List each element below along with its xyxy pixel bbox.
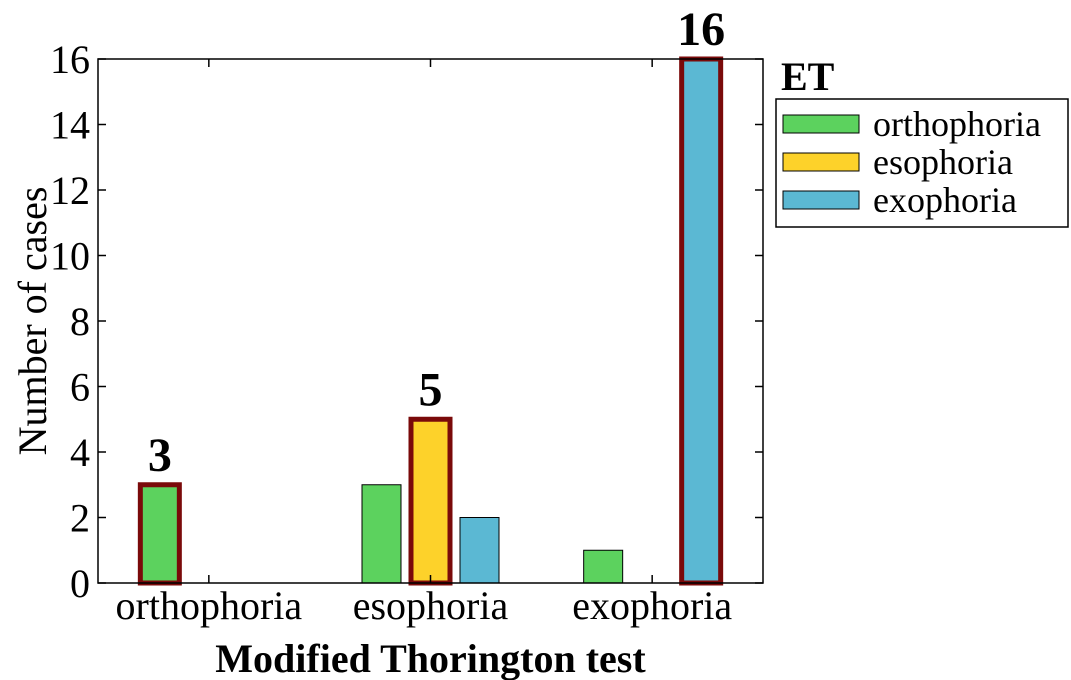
y-axis: 0 2 4 6 8 10 12 14 16	[50, 37, 763, 606]
legend-title: ET	[781, 54, 835, 99]
y-tick-label: 10	[50, 234, 90, 279]
x-tick-label-exophoria: exophoria	[572, 583, 732, 628]
y-tick-label: 14	[50, 103, 90, 148]
y-tick-label: 2	[70, 496, 90, 541]
legend-label-exophoria: exophoria	[873, 180, 1017, 220]
legend-label-orthophoria: orthophoria	[873, 104, 1041, 144]
bar-value-label-orthophoria: 3	[148, 429, 172, 482]
bar-exophoria-exophoria	[681, 58, 722, 584]
x-tick-label-esophoria: esophoria	[353, 583, 509, 628]
bar-esophoria-esophoria	[410, 418, 451, 584]
x-axis-label: Modified Thorington test	[215, 636, 646, 680]
bar-orthophoria-orthophoria	[139, 484, 180, 584]
bar-orthophoria-esophoria	[361, 484, 402, 584]
bar-exophoria-esophoria	[459, 517, 500, 584]
bar-value-label-exophoria: 16	[677, 3, 725, 56]
y-tick-label: 16	[50, 37, 90, 82]
y-tick-label: 4	[70, 430, 90, 475]
legend-label-esophoria: esophoria	[873, 142, 1013, 182]
bars-layer	[139, 58, 722, 584]
legend-swatch-orthophoria	[782, 114, 860, 134]
bar-labels-layer: 3 5 16	[148, 3, 725, 482]
x-axis: orthophoria esophoria exophoria	[116, 59, 732, 628]
legend-swatch-esophoria	[782, 152, 860, 172]
y-tick-label: 0	[70, 561, 90, 606]
y-tick-label: 8	[70, 299, 90, 344]
x-tick-label-orthophoria: orthophoria	[116, 583, 303, 628]
legend-swatch-exophoria	[782, 190, 860, 210]
bar-orthophoria-exophoria	[583, 549, 624, 584]
bar-value-label-esophoria: 5	[419, 363, 443, 416]
y-tick-label: 6	[70, 365, 90, 410]
y-tick-label: 12	[50, 168, 90, 213]
y-axis-label: Number of cases	[10, 187, 55, 456]
